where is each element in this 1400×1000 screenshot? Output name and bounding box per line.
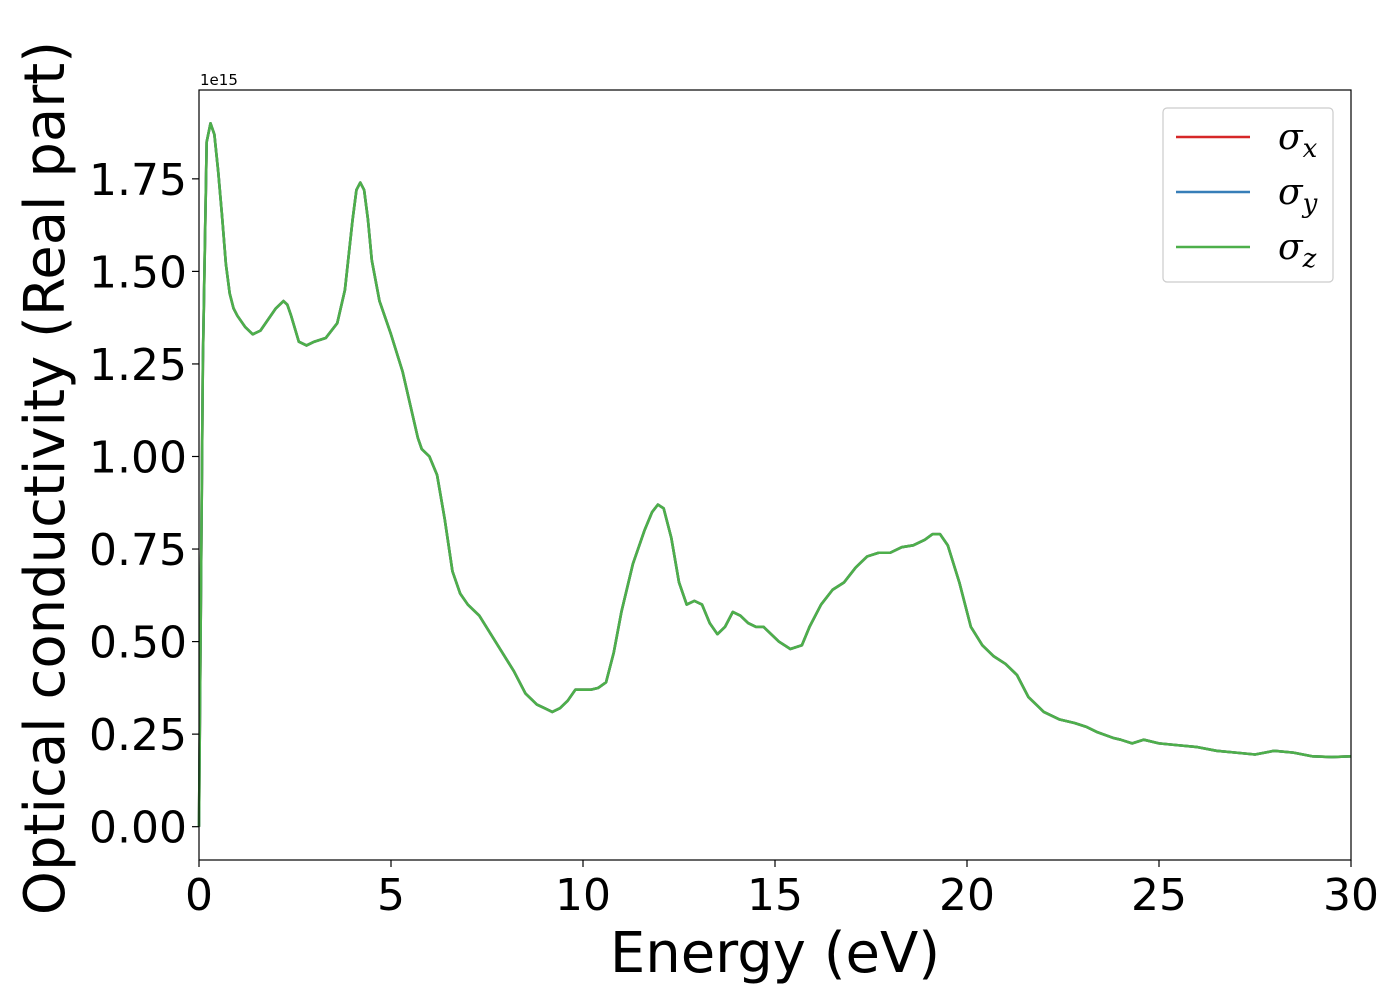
y-axis-ticks: 0.00 0.25 0.50 0.75 1.00 1.25 1.50 1.75 [89,155,199,854]
x-tick-label: 15 [747,870,803,921]
legend-label: σy [1278,172,1318,219]
series-layer [197,122,1352,827]
y-tick-label: 0.50 [89,618,187,669]
series-line-3 [197,122,1352,827]
x-axis-label: Energy (eV) [610,921,940,986]
x-tick-label: 20 [939,870,995,921]
x-tick-label: 10 [555,870,611,921]
legend-box [1162,107,1334,283]
legend: σx σy σz [1162,107,1334,283]
y-tick-label: 1.75 [89,155,187,206]
legend-label: σx [1278,117,1318,164]
x-tick-label: 30 [1323,870,1379,921]
y-tick-label: 0.25 [89,710,187,761]
x-tick-label: 5 [377,870,405,921]
y-tick-label: 0.00 [89,803,187,854]
y-offset-label: 1e15 [200,71,238,89]
y-tick-label: 1.25 [89,340,187,391]
y-tick-label: 1.00 [89,432,187,483]
legend-label: σz [1278,227,1317,274]
y-axis-label: Optical conductivity (Real part) [13,41,78,915]
x-tick-label: 25 [1131,870,1187,921]
x-axis-ticks: 0 5 10 15 20 25 30 [185,860,1379,921]
y-tick-label: 1.50 [89,247,187,298]
x-tick-label: 0 [185,870,213,921]
y-tick-label: 0.75 [89,525,187,576]
